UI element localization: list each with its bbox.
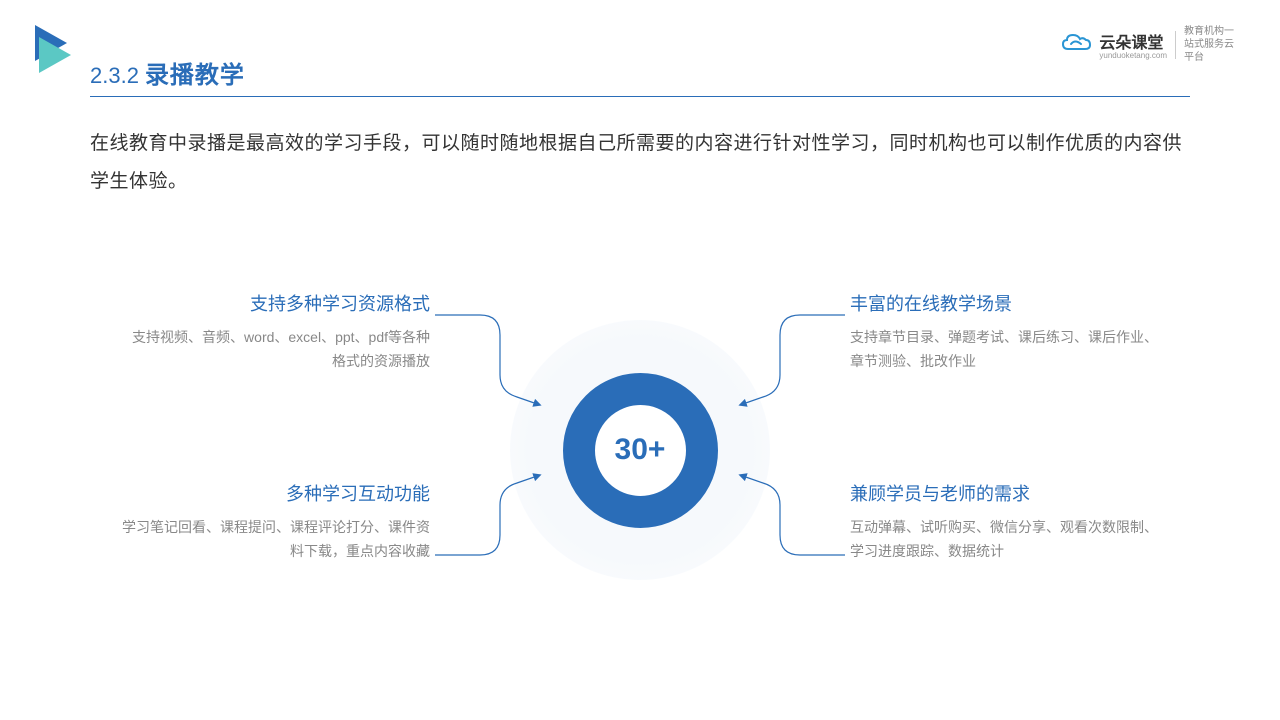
slide: 2.3.2 录播教学 云朵课堂 yunduoketang.com 教育机构一站式… xyxy=(0,0,1280,720)
feature-diagram: 30+ 支持多种学习资源格式 支持视频、音频、word、excel、ppt、pd… xyxy=(0,260,1280,640)
section-title: 录播教学 xyxy=(145,55,245,90)
logo-text: 云朵课堂 yunduoketang.com xyxy=(1099,29,1167,60)
feature-top-right: 丰富的在线教学场景 支持章节目录、弹题考试、课后练习、课后作业、章节测验、批改作… xyxy=(850,290,1160,374)
intro-paragraph: 在线教育中录播是最高效的学习手段，可以随时随地根据自己所需要的内容进行针对性学习… xyxy=(90,125,1190,201)
logo-brand-name: 云朵课堂 xyxy=(1099,35,1163,52)
feature-desc: 学习笔记回看、课程提问、课程评论打分、课件资料下载，重点内容收藏 xyxy=(120,516,430,564)
logo-tagline: 教育机构一站式服务云平台 xyxy=(1184,25,1240,64)
feature-title: 支持多种学习资源格式 xyxy=(120,290,430,316)
title-row: 2.3.2 录播教学 xyxy=(90,55,1190,97)
feature-title: 丰富的在线教学场景 xyxy=(850,290,1160,316)
feature-title: 兼顾学员与老师的需求 xyxy=(850,480,1160,506)
brand-logo: 云朵课堂 yunduoketang.com 教育机构一站式服务云平台 xyxy=(1061,25,1240,64)
center-ring: 30+ xyxy=(563,373,718,528)
section-number: 2.3.2 xyxy=(90,63,139,89)
cloud-icon xyxy=(1061,31,1091,58)
corner-play-icon xyxy=(35,25,79,80)
feature-desc: 支持视频、音频、word、excel、ppt、pdf等各种格式的资源播放 xyxy=(120,326,430,374)
feature-bottom-left: 多种学习互动功能 学习笔记回看、课程提问、课程评论打分、课件资料下载，重点内容收… xyxy=(120,480,430,564)
center-circle: 30+ xyxy=(510,320,770,580)
feature-desc: 互动弹幕、试听购买、微信分享、观看次数限制、学习进度跟踪、数据统计 xyxy=(850,516,1160,564)
feature-bottom-right: 兼顾学员与老师的需求 互动弹幕、试听购买、微信分享、观看次数限制、学习进度跟踪、… xyxy=(850,480,1160,564)
logo-divider xyxy=(1175,31,1176,59)
logo-domain: yunduoketang.com xyxy=(1099,51,1167,60)
feature-top-left: 支持多种学习资源格式 支持视频、音频、word、excel、ppt、pdf等各种… xyxy=(120,290,430,374)
feature-title: 多种学习互动功能 xyxy=(120,480,430,506)
feature-desc: 支持章节目录、弹题考试、课后练习、课后作业、章节测验、批改作业 xyxy=(850,326,1160,374)
center-label: 30+ xyxy=(615,433,666,467)
